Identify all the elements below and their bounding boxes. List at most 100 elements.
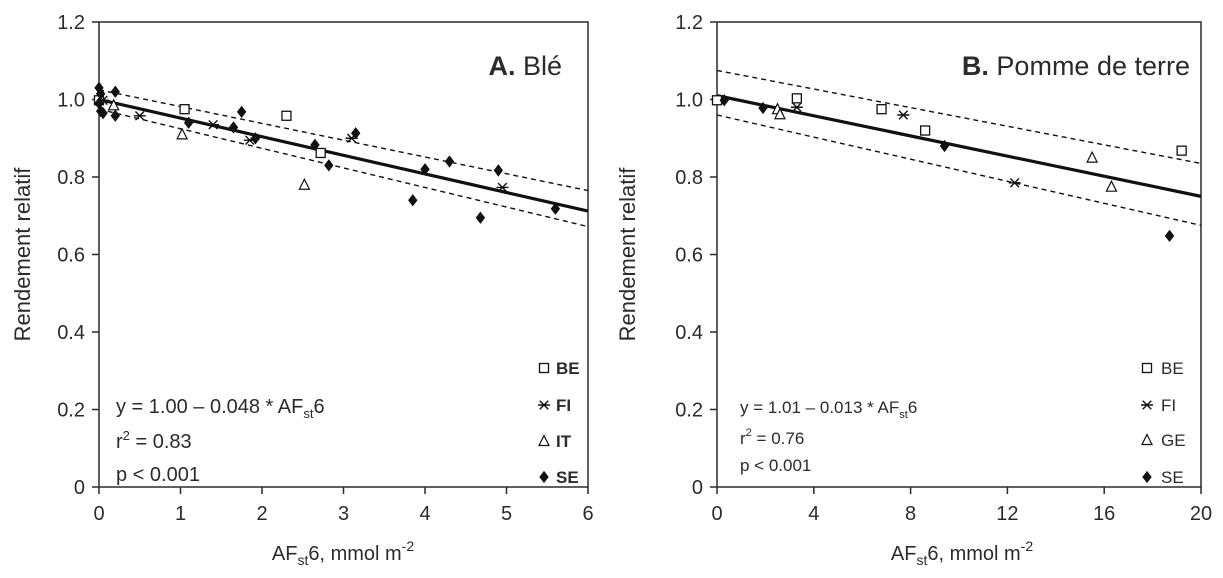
regression-line xyxy=(716,94,1202,198)
legend-label: GE xyxy=(1161,431,1186,450)
x-tick-label: 12 xyxy=(996,503,1018,525)
data-point-be xyxy=(281,110,292,121)
data-point-se xyxy=(228,121,239,134)
legend-marker-be xyxy=(1141,362,1153,374)
data-point-se xyxy=(758,101,768,115)
data-point-ge xyxy=(773,107,786,120)
legend-marker-it xyxy=(538,434,550,447)
x-tick-label: 4 xyxy=(419,503,430,525)
p-value: p < 0.001 xyxy=(116,464,200,486)
data-point-se xyxy=(236,105,247,119)
legend-label: SE xyxy=(556,468,579,487)
y-tick-label: 0.6 xyxy=(675,245,703,267)
data-point-fi xyxy=(133,110,146,121)
r-squared: r2 = 0.83 xyxy=(116,428,192,453)
x-tick-label: 3 xyxy=(338,503,349,525)
legend-label: BE xyxy=(556,359,580,378)
y-tick-label: 0.2 xyxy=(57,400,85,422)
data-point-be xyxy=(1176,145,1187,156)
data-point-se xyxy=(110,109,121,122)
legend-label: BE xyxy=(1161,359,1184,378)
x-tick-label: 5 xyxy=(501,503,512,525)
series-fi xyxy=(790,102,1021,188)
legend-marker-fi xyxy=(1141,400,1153,410)
x-tick-label: 2 xyxy=(256,503,267,525)
ci-upper-line xyxy=(98,89,589,192)
data-point-be xyxy=(179,104,190,115)
r-squared: r2 = 0.76 xyxy=(740,427,804,448)
x-tick-label: 0 xyxy=(711,503,722,525)
ci-lower-line xyxy=(98,108,589,228)
data-point-fi xyxy=(897,110,910,120)
data-point-se xyxy=(475,211,486,224)
y-tick-label: 0.6 xyxy=(57,245,85,267)
ci-lower-line xyxy=(716,114,1202,227)
legend-label: FI xyxy=(556,396,571,415)
x-tick-label: 20 xyxy=(1190,503,1212,525)
y-tick-label: 0.8 xyxy=(57,167,85,189)
legend-marker-ge xyxy=(1141,433,1153,446)
regression-equation: y = 1.00 – 0.048 * AFst6 xyxy=(116,396,325,421)
x-tick-label: 4 xyxy=(808,503,819,525)
panel-a: 0 1 2 3 4 5 6 0 0.2 0.4 0.6 0.8 1.0 1.2 Rendement rela… xyxy=(10,12,594,568)
data-point-se xyxy=(1164,229,1175,243)
panel-title: B. Pomme de terre xyxy=(962,51,1190,81)
data-point-it xyxy=(176,127,189,140)
data-point-se xyxy=(719,94,729,107)
y-tick-label: 0 xyxy=(74,477,85,499)
data-point-fi xyxy=(207,119,220,130)
y-axis-label: Rendement relatif xyxy=(10,167,35,342)
y-tick-label: 1.0 xyxy=(675,90,703,112)
series-se xyxy=(94,81,561,224)
data-point-be xyxy=(876,104,887,115)
data-point-fi xyxy=(1008,178,1021,188)
data-point-se xyxy=(98,106,108,120)
y-tick-label: 1.0 xyxy=(57,90,85,112)
x-tick-label: 6 xyxy=(582,503,593,525)
y-tick-label: 0.8 xyxy=(675,167,703,189)
y-tick-label: 1.2 xyxy=(57,12,85,34)
data-point-fi xyxy=(790,102,803,113)
y-axis-label: Rendement relatif xyxy=(615,167,640,342)
y-tick-label: 0.4 xyxy=(675,322,703,344)
series-be xyxy=(711,93,1187,156)
data-point-se xyxy=(408,194,418,207)
data-point-se xyxy=(310,138,320,151)
data-point-be xyxy=(791,93,803,104)
data-point-se xyxy=(550,202,561,215)
x-tick-label: 0 xyxy=(93,503,104,525)
data-point-se xyxy=(95,87,106,100)
legend-label: FI xyxy=(1161,396,1176,415)
ci-upper-line xyxy=(716,69,1202,165)
data-point-be xyxy=(315,147,326,159)
legend-marker-be xyxy=(538,362,550,374)
y-tick-label: 0.2 xyxy=(675,400,703,422)
data-point-it xyxy=(107,98,120,111)
data-point-ge xyxy=(1086,150,1099,163)
data-point-it xyxy=(298,177,311,190)
data-point-se xyxy=(250,132,261,145)
series-it xyxy=(107,98,311,190)
y-tick-label: 0 xyxy=(692,477,703,499)
data-point-ge xyxy=(1105,179,1118,192)
data-point-se xyxy=(351,127,361,140)
x-axis-label: AFst6, mmol m-2 xyxy=(272,538,414,568)
x-tick-label: 1 xyxy=(175,503,186,525)
y-tick-label: 1.2 xyxy=(675,12,703,34)
plot-frame xyxy=(716,21,1202,488)
data-point-be xyxy=(919,125,931,136)
legend-marker-fi xyxy=(538,400,550,410)
data-point-se xyxy=(493,164,504,177)
regression-line xyxy=(98,97,589,213)
series-ge xyxy=(771,102,1118,192)
legend-label: SE xyxy=(1161,468,1184,487)
legend-marker-se xyxy=(539,470,549,484)
y-tick-label: 0.4 xyxy=(57,322,85,344)
legend-label: IT xyxy=(556,432,572,451)
legend-marker-se xyxy=(1142,470,1152,484)
data-point-fi xyxy=(496,182,509,193)
data-point-se xyxy=(444,155,455,168)
series-se xyxy=(719,94,1175,243)
panel-b: 0 4 8 12 16 20 0 0.2 0.4 0.6 0.8 1.0 1.2 Rendement re… xyxy=(615,12,1212,568)
p-value: p < 0.001 xyxy=(740,456,811,475)
